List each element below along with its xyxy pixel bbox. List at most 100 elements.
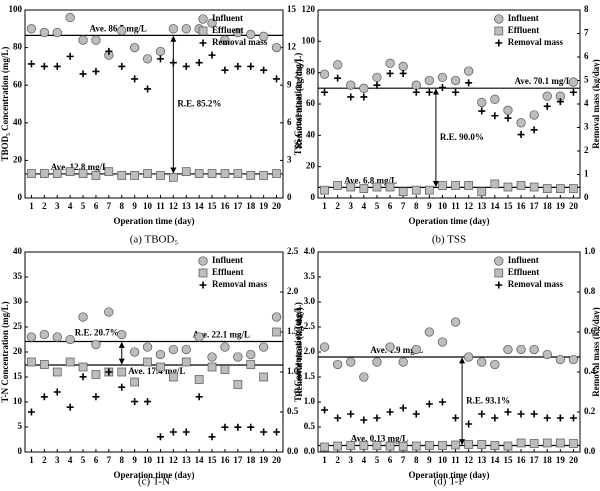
removal-point [569, 88, 577, 96]
y-tick-label: 120 [302, 4, 316, 14]
legend-symbol [198, 14, 208, 24]
effluent-point [91, 171, 101, 180]
removal-point [360, 93, 368, 101]
legend-label: Removal mass [212, 37, 268, 47]
removal-point [465, 420, 473, 428]
average-label: Ave. 6.8 mg/L [344, 175, 397, 185]
influent-point [319, 342, 330, 352]
legend-symbol [199, 281, 207, 289]
y2-tick-label: 1 [584, 169, 589, 179]
x-tick-label: 10 [143, 201, 153, 211]
effluent-point [372, 441, 382, 450]
influent-point [424, 75, 435, 86]
x-tick-label: 14 [490, 455, 500, 465]
x-tick-label: 5 [375, 455, 380, 465]
y-tick-label: 0.0 [304, 446, 316, 456]
average-label: Ave. 22.1 mg/L [193, 330, 250, 340]
removal-point [347, 93, 355, 101]
influent-point [65, 334, 75, 345]
influent-point [168, 344, 179, 355]
x-tick-label: 8 [414, 455, 419, 465]
effluent-point [490, 179, 500, 189]
influent-point [333, 60, 343, 70]
removal-point [260, 66, 268, 74]
x-tick-label: 11 [156, 201, 165, 211]
removal-point [92, 393, 100, 401]
removal-point [195, 59, 203, 67]
x-tick-label: 9 [427, 455, 432, 465]
removal-point [412, 410, 420, 418]
removal-point [530, 126, 538, 134]
effluent-point [503, 441, 513, 451]
removal-point [452, 88, 460, 96]
removal-point [478, 410, 486, 418]
y2-tick-label: 1.0 [584, 246, 596, 256]
y2-tick-label: 15 [287, 4, 297, 14]
x-tick-label: 5 [81, 455, 86, 465]
effluent-point [555, 184, 565, 193]
influent-point [168, 24, 179, 34]
legend-label: Effluent [508, 25, 540, 35]
effluent-point [156, 362, 165, 372]
effluent-point [39, 360, 49, 369]
x-tick-label: 19 [556, 201, 566, 211]
x-tick-label: 4 [68, 201, 73, 211]
effluent-point [451, 440, 460, 450]
legend-symbol [494, 14, 504, 24]
average-label: Ave. 70.1 mg/L [515, 76, 572, 86]
removal-point [386, 69, 394, 77]
x-tick-label: 17 [233, 455, 243, 465]
effluent-point [333, 441, 342, 451]
effluent-point [359, 184, 369, 193]
removal-point [131, 398, 139, 406]
effluent-point [438, 181, 447, 190]
effluent-point [104, 167, 114, 177]
effluent-point [398, 442, 408, 451]
x-tick-label: 13 [182, 201, 192, 211]
removal-point [221, 423, 229, 431]
y-tick-label: 80 [13, 42, 23, 52]
y-tick-label: 30 [13, 296, 23, 306]
y-tick-label: 0.5 [304, 421, 316, 431]
effluent-point [143, 169, 152, 178]
average-label: Ave. 0.13 mg/L [351, 434, 408, 444]
removal-point [27, 60, 35, 68]
effluent-point [117, 171, 127, 180]
y2-tick-label: 0 [287, 192, 292, 202]
effluent-point [233, 380, 243, 389]
effluent-point [272, 327, 281, 337]
removal-point [425, 88, 433, 96]
removal-point [156, 55, 164, 63]
x-tick-label: 15 [503, 455, 513, 465]
y-axis-title: TBOD₅ Concentration (mg/L) [0, 47, 10, 162]
effluent-point [320, 185, 329, 195]
x-tick-label: 1 [29, 201, 34, 211]
influent-point [104, 307, 114, 317]
effluent-point [464, 440, 473, 449]
x-tick-label: 4 [362, 201, 367, 211]
removal-point [373, 414, 381, 422]
effluent-point [438, 441, 447, 450]
effluent-point [346, 182, 356, 192]
x-axis-title: Operation time (day) [409, 470, 490, 480]
x-tick-label: 16 [220, 455, 230, 465]
x-tick-label: 8 [120, 201, 125, 211]
y2-tick-label: 3 [287, 154, 292, 164]
x-tick-label: 12 [169, 201, 179, 211]
removal-point [543, 102, 551, 110]
x-tick-label: 17 [530, 455, 540, 465]
legend-symbol [495, 39, 503, 47]
effluent-point [259, 171, 268, 180]
removal-point [144, 85, 152, 93]
influent-point [359, 83, 369, 93]
effluent-point [320, 442, 329, 452]
y-tick-label: 20 [306, 161, 316, 171]
legend-symbol [198, 268, 208, 278]
y-tick-label: 3.5 [304, 271, 316, 281]
x-tick-label: 20 [569, 201, 579, 211]
removal-point [425, 400, 433, 408]
effluent-point [451, 181, 460, 190]
removal-point [438, 84, 446, 92]
effluent-point [78, 169, 88, 178]
removal-point [412, 88, 420, 96]
